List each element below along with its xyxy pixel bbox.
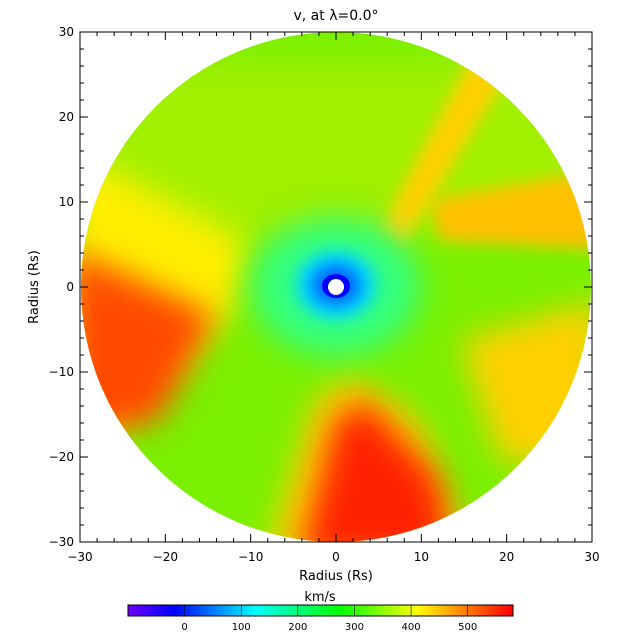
x-tick-label: −30 (67, 550, 92, 564)
y-tick-label: 0 (66, 280, 74, 294)
colorbar-tick-label: 100 (232, 622, 251, 633)
y-tick-label: −20 (49, 450, 74, 464)
field-upper-right-streak (380, 60, 510, 250)
colorbar-tick-label: 300 (345, 622, 364, 633)
x-tick-label: 10 (414, 550, 429, 564)
chart-title: v, at λ=0.0° (294, 8, 379, 24)
colorbar-label: km/s (304, 590, 336, 605)
field-right-streak (430, 170, 591, 250)
colorbar-tick-label: 400 (402, 622, 421, 633)
x-tick-label: −10 (238, 550, 263, 564)
y-tick-label: 10 (59, 195, 74, 209)
velocity-field (81, 32, 591, 542)
x-axis-label: Radius (Rs) (299, 569, 373, 584)
field-bottom-red (300, 400, 450, 542)
x-tick-label: 20 (499, 550, 514, 564)
colorbar-ticks: 0 100 200 300 400 500 (181, 605, 477, 633)
y-tick-label: 30 (59, 25, 74, 39)
axis-tick-labels: −30 −20 −10 0 10 20 30 −30 −20 −10 0 10 20 30 (49, 25, 600, 564)
field-left-red (81, 250, 215, 440)
x-tick-label: 0 (332, 550, 340, 564)
x-tick-label: 30 (584, 550, 599, 564)
colorbar (127, 604, 514, 617)
y-tick-label: −10 (49, 365, 74, 379)
x-tick-label: −20 (153, 550, 178, 564)
colorbar-tick-label: 500 (458, 622, 477, 633)
y-axis-label: Radius (Rs) (27, 250, 42, 324)
colorbar-tick-label: 0 (181, 622, 187, 633)
y-tick-label: −30 (49, 535, 74, 549)
colorbar-tick-label: 200 (288, 622, 307, 633)
axis-ticks (79, 31, 593, 543)
y-tick-label: 20 (59, 110, 74, 124)
occulter (328, 279, 344, 295)
